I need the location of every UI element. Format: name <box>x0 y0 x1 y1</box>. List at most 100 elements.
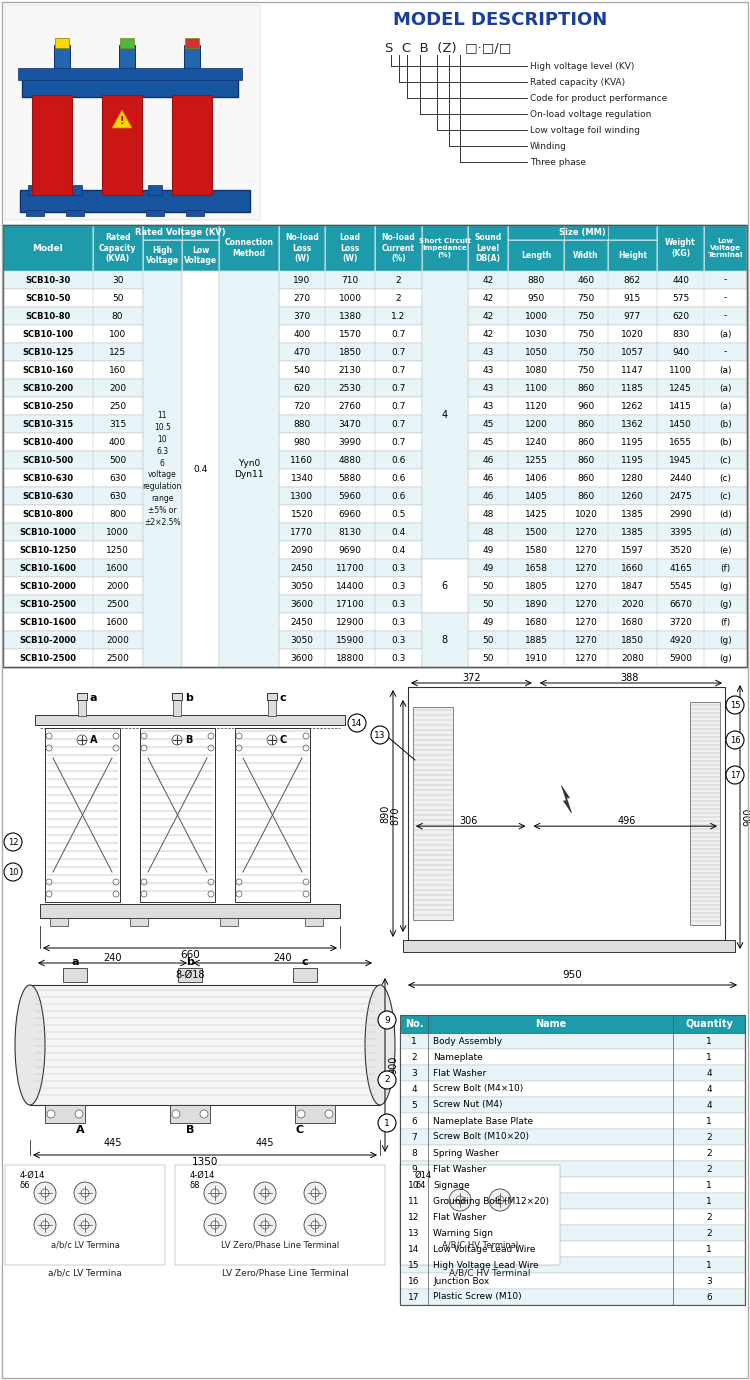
Text: δ4: δ4 <box>415 1180 425 1190</box>
Text: 1580: 1580 <box>524 545 548 555</box>
Bar <box>3 649 747 667</box>
Text: 4: 4 <box>706 1085 712 1093</box>
Text: 372: 372 <box>462 673 481 683</box>
Circle shape <box>4 834 22 851</box>
Text: (f): (f) <box>720 617 730 627</box>
Text: 11: 11 <box>408 1196 420 1206</box>
Text: 1147: 1147 <box>621 366 644 374</box>
Bar <box>3 288 747 306</box>
Circle shape <box>81 1190 89 1196</box>
Text: 1245: 1245 <box>669 384 692 392</box>
Text: 8: 8 <box>411 1148 417 1158</box>
Text: Model: Model <box>32 243 63 253</box>
Circle shape <box>46 879 52 885</box>
Bar <box>188 185 202 195</box>
Text: 10: 10 <box>8 868 18 876</box>
Text: 4: 4 <box>411 1085 417 1093</box>
Circle shape <box>489 1190 511 1212</box>
Bar <box>178 967 202 983</box>
Text: 0.6: 0.6 <box>391 473 406 483</box>
Text: 17: 17 <box>408 1293 420 1301</box>
Text: a/b/c LV Termina: a/b/c LV Termina <box>48 1268 122 1278</box>
Text: Warning Sign: Warning Sign <box>433 1228 493 1238</box>
Text: 750: 750 <box>578 366 595 374</box>
Text: (g): (g) <box>719 654 732 662</box>
Text: 125: 125 <box>109 348 126 356</box>
Polygon shape <box>112 110 132 128</box>
Text: 1385: 1385 <box>621 509 644 519</box>
Bar <box>22 75 238 97</box>
Text: Low
Voltage: Low Voltage <box>184 246 218 265</box>
Text: 8-Ø18: 8-Ø18 <box>176 970 205 980</box>
Bar <box>54 46 70 77</box>
Text: 14400: 14400 <box>336 581 364 591</box>
Bar <box>170 1105 210 1123</box>
Bar <box>400 1129 745 1145</box>
Text: 1415: 1415 <box>669 402 692 410</box>
Circle shape <box>261 1190 269 1196</box>
Text: SCB10-30: SCB10-30 <box>26 276 70 284</box>
Text: (g): (g) <box>719 636 732 644</box>
Text: 48: 48 <box>482 527 494 537</box>
Text: SCB10-200: SCB10-200 <box>22 384 74 392</box>
Text: a: a <box>71 956 79 967</box>
Text: 3395: 3395 <box>669 527 692 537</box>
Text: 43: 43 <box>482 366 494 374</box>
Text: 1945: 1945 <box>669 455 692 465</box>
Text: High voltage level (KV): High voltage level (KV) <box>530 62 634 70</box>
Circle shape <box>726 731 744 749</box>
Text: 710: 710 <box>341 276 358 284</box>
Text: 1240: 1240 <box>525 437 548 447</box>
Text: SCB10-50: SCB10-50 <box>26 294 70 302</box>
Text: δ8: δ8 <box>190 1180 200 1190</box>
Bar <box>175 1165 385 1265</box>
Text: 42: 42 <box>482 312 494 320</box>
Bar <box>400 1097 745 1114</box>
Text: 0.5: 0.5 <box>391 509 406 519</box>
Text: (c): (c) <box>719 473 731 483</box>
Text: 50: 50 <box>482 599 494 609</box>
Text: 750: 750 <box>578 348 595 356</box>
Text: 3: 3 <box>706 1276 712 1286</box>
Text: 1: 1 <box>706 1116 712 1126</box>
Bar <box>293 967 317 983</box>
Text: 1655: 1655 <box>669 437 692 447</box>
Text: Rated
Capacity
(KVA): Rated Capacity (KVA) <box>99 233 136 264</box>
Text: (d): (d) <box>719 527 732 537</box>
Text: Flat Washer: Flat Washer <box>433 1068 486 1078</box>
Bar <box>30 985 380 1105</box>
Circle shape <box>113 891 119 897</box>
Text: Plastic Screw (M10): Plastic Screw (M10) <box>433 1293 522 1301</box>
Text: SCB10-1600: SCB10-1600 <box>20 617 76 627</box>
Text: 1570: 1570 <box>338 330 362 338</box>
Text: 860: 860 <box>578 437 595 447</box>
Text: 1: 1 <box>411 1036 417 1046</box>
Text: (d): (d) <box>719 509 732 519</box>
Text: 49: 49 <box>482 545 494 555</box>
Text: Name: Name <box>535 1018 566 1029</box>
Bar <box>20 190 250 213</box>
Text: Height: Height <box>618 251 647 259</box>
Text: 16: 16 <box>408 1276 420 1286</box>
Text: 3470: 3470 <box>339 420 362 429</box>
Text: 1: 1 <box>706 1053 712 1061</box>
Circle shape <box>81 1221 89 1230</box>
Bar <box>657 225 704 270</box>
Bar <box>173 698 181 716</box>
Text: 1020: 1020 <box>621 330 644 338</box>
Text: 9690: 9690 <box>338 545 362 555</box>
Text: (a): (a) <box>719 402 732 410</box>
Text: SCB10-250: SCB10-250 <box>22 402 74 410</box>
Text: LV Zero/Phase Line Terminal: LV Zero/Phase Line Terminal <box>220 1241 339 1249</box>
Text: A/B/C HV Terminal: A/B/C HV Terminal <box>442 1241 518 1249</box>
Text: c: c <box>302 956 308 967</box>
Text: 540: 540 <box>293 366 310 374</box>
Circle shape <box>303 891 309 897</box>
Text: 0.4: 0.4 <box>392 545 405 555</box>
Text: 1600: 1600 <box>106 563 129 573</box>
Text: 500: 500 <box>109 455 126 465</box>
Text: 2: 2 <box>395 276 401 284</box>
Text: 2000: 2000 <box>106 581 129 591</box>
Bar <box>219 270 279 667</box>
Text: 4920: 4920 <box>669 636 692 644</box>
